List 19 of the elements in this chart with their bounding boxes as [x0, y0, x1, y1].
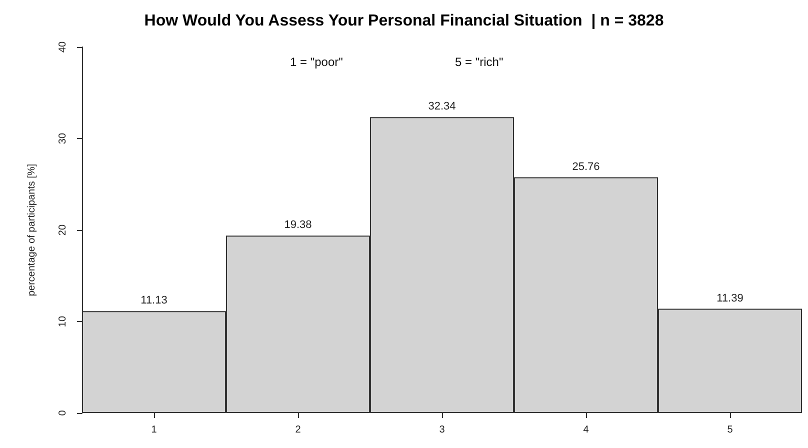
data-label: 11.39 — [716, 292, 744, 304]
data-label: 32.34 — [428, 100, 456, 113]
x-tick-label: 1 — [151, 424, 158, 436]
data-label: 19.38 — [284, 219, 312, 232]
y-tick-label: 30 — [58, 132, 68, 144]
y-tick-label: 20 — [58, 224, 68, 236]
x-tick-label: 2 — [295, 424, 302, 436]
annotation: 5 = "rich" — [455, 55, 504, 69]
data-label: 25.76 — [572, 160, 600, 173]
y-tick-label: 40 — [58, 41, 68, 53]
data-label: 11.13 — [140, 294, 168, 307]
y-tick-label: 0 — [58, 410, 68, 416]
y-tick-label: 10 — [58, 316, 68, 328]
x-tick-label: 3 — [439, 424, 446, 436]
y-axis-title: percentage of participants [%] — [26, 164, 38, 296]
annotation: 1 = "poor" — [290, 55, 343, 69]
chart-title: How Would You Assess Your Personal Financial Situation | n = 3828 — [144, 12, 664, 30]
x-tick-label: 4 — [583, 424, 590, 436]
x-tick-label: 5 — [727, 424, 734, 436]
